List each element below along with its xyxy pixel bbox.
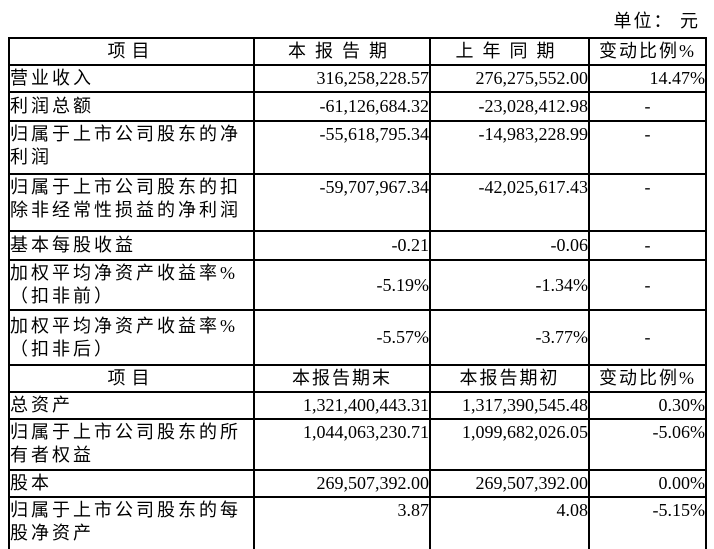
cell-item: 总资产 [8,391,255,420]
cell-prior: 276,275,552.00 [429,64,590,93]
cell-change: - [588,120,707,175]
table-row: 加权平均净资产收益率% （扣非前） -5.19% -1.34% - [8,259,707,311]
cell-item: 营业收入 [8,64,255,93]
cell-item: 归属于上市公司股东的所 有者权益 [8,418,255,471]
table-row: 营业收入 316,258,228.57 276,275,552.00 14.47… [8,64,707,93]
table-header-row-balance: 项目 本报告期末 本报告期初 变动比例% [8,364,707,393]
cell-item: 利润总额 [8,91,255,122]
cell-item: 加权平均净资产收益率% （扣非后） [8,309,255,366]
column-header-prior-period: 上年同期 [429,37,590,66]
table-row: 归属于上市公司股东的每 股净资产 3.87 4.08 -5.15% [8,496,707,549]
column-header-item: 项目 [8,364,255,393]
table-row: 归属于上市公司股东的净 利润 -55,618,795.34 -14,983,22… [8,120,707,175]
cell-prior: -3.77% [429,309,590,366]
cell-prior: -1.34% [429,259,590,311]
cell-current: -5.57% [253,309,431,366]
cell-current: 1,321,400,443.31 [253,391,431,420]
cell-change: - [588,173,707,232]
cell-item: 股本 [8,469,255,498]
table-row: 股本 269,507,392.00 269,507,392.00 0.00% [8,469,707,498]
table-row: 基本每股收益 -0.21 -0.06 - [8,230,707,261]
financial-summary-table: 项目 本报告期 上年同期 变动比例% 营业收入 316,258,228.57 2… [8,37,707,549]
column-header-period-end: 本报告期末 [253,364,431,393]
cell-prior: -14,983,228.99 [429,120,590,175]
cell-change: - [588,309,707,366]
cell-item: 基本每股收益 [8,230,255,261]
cell-item: 归属于上市公司股东的净 利润 [8,120,255,175]
column-header-change-ratio: 变动比例% [588,37,707,66]
table-header-row-period: 项目 本报告期 上年同期 变动比例% [8,37,707,66]
cell-change: - [588,259,707,311]
cell-prior: -23,028,412.98 [429,91,590,122]
cell-prior: -42,025,617.43 [429,173,590,232]
table-row: 总资产 1,321,400,443.31 1,317,390,545.48 0.… [8,391,707,420]
cell-prior: 1,099,682,026.05 [429,418,590,471]
cell-current: -0.21 [253,230,431,261]
table-row: 归属于上市公司股东的所 有者权益 1,044,063,230.71 1,099,… [8,418,707,471]
table-row: 归属于上市公司股东的扣 除非经常性损益的净利润 -59,707,967.34 -… [8,173,707,232]
cell-item: 归属于上市公司股东的扣 除非经常性损益的净利润 [8,173,255,232]
cell-current: 316,258,228.57 [253,64,431,93]
cell-change: 0.30% [588,391,707,420]
column-header-change-ratio: 变动比例% [588,364,707,393]
cell-change: -5.15% [588,496,707,549]
cell-current: 3.87 [253,496,431,549]
unit-label: 单位： 元 [613,11,700,31]
cell-current: -5.19% [253,259,431,311]
cell-prior: 269,507,392.00 [429,469,590,498]
column-header-period-start: 本报告期初 [429,364,590,393]
cell-change: - [588,230,707,261]
cell-current: -59,707,967.34 [253,173,431,232]
cell-item: 加权平均净资产收益率% （扣非前） [8,259,255,311]
cell-change: -5.06% [588,418,707,471]
cell-prior: 1,317,390,545.48 [429,391,590,420]
cell-current: 269,507,392.00 [253,469,431,498]
cell-current: -55,618,795.34 [253,120,431,175]
cell-prior: -0.06 [429,230,590,261]
cell-current: 1,044,063,230.71 [253,418,431,471]
cell-change: - [588,91,707,122]
column-header-current-period: 本报告期 [253,37,431,66]
column-header-item: 项目 [8,37,255,66]
cell-prior: 4.08 [429,496,590,549]
cell-change: 14.47% [588,64,707,93]
table-row: 加权平均净资产收益率% （扣非后） -5.57% -3.77% - [8,309,707,366]
table-row: 利润总额 -61,126,684.32 -23,028,412.98 - [8,91,707,122]
cell-current: -61,126,684.32 [253,91,431,122]
cell-item: 归属于上市公司股东的每 股净资产 [8,496,255,549]
cell-change: 0.00% [588,469,707,498]
